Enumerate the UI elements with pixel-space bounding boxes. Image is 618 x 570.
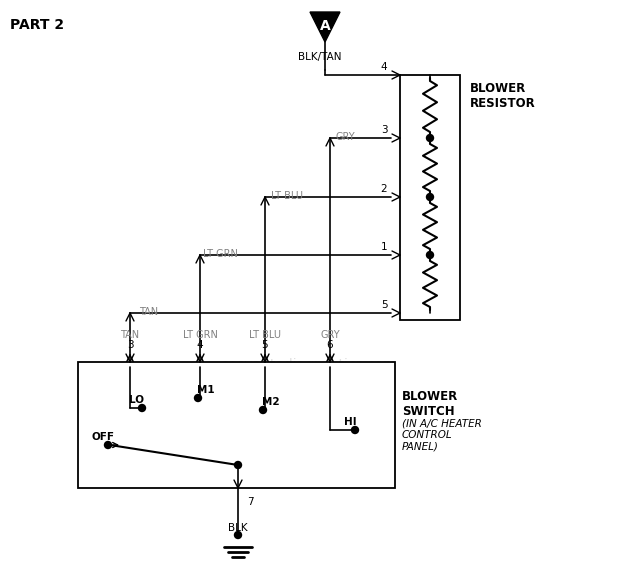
Circle shape	[195, 394, 201, 401]
Text: 3: 3	[127, 340, 133, 350]
Circle shape	[426, 135, 433, 141]
Text: OFF: OFF	[91, 432, 114, 442]
Circle shape	[352, 426, 358, 434]
Text: M1: M1	[197, 385, 215, 395]
Text: BLOWER
RESISTOR: BLOWER RESISTOR	[470, 82, 536, 110]
Circle shape	[138, 405, 145, 412]
Text: BLOWER
SWITCH: BLOWER SWITCH	[402, 390, 459, 418]
Text: TAN: TAN	[121, 330, 140, 340]
Text: LT GRN: LT GRN	[203, 249, 238, 259]
Text: 5: 5	[261, 340, 268, 350]
Bar	[78, 362, 395, 488]
Circle shape	[426, 251, 433, 259]
Text: M2: M2	[262, 397, 280, 407]
Text: (IN A/C HEATER
CONTROL
PANEL): (IN A/C HEATER CONTROL PANEL)	[402, 418, 482, 451]
Bar	[400, 75, 460, 320]
Text: PART 2: PART 2	[10, 18, 64, 32]
Circle shape	[104, 442, 111, 449]
Text: TAN: TAN	[139, 307, 158, 317]
Text: GRY: GRY	[336, 132, 355, 142]
Text: 6: 6	[327, 340, 333, 350]
Text: LT BLU: LT BLU	[271, 191, 303, 201]
Polygon shape	[310, 12, 340, 42]
Circle shape	[234, 531, 242, 539]
Text: 2: 2	[381, 184, 387, 194]
Circle shape	[426, 193, 433, 201]
Text: easyautodiagnostics.com: easyautodiagnostics.com	[221, 358, 397, 372]
Text: 1: 1	[381, 242, 387, 252]
Text: 4: 4	[197, 340, 203, 350]
Text: HI: HI	[344, 417, 357, 427]
Text: 3: 3	[381, 125, 387, 135]
Text: GRY: GRY	[320, 330, 340, 340]
Text: LT BLU: LT BLU	[249, 330, 281, 340]
Text: LO: LO	[130, 395, 145, 405]
Text: 7: 7	[247, 497, 253, 507]
Text: 4: 4	[381, 62, 387, 72]
Text: LT GRN: LT GRN	[182, 330, 218, 340]
Circle shape	[260, 406, 266, 413]
Text: 5: 5	[381, 300, 387, 310]
Text: BLK: BLK	[228, 523, 248, 533]
Circle shape	[234, 462, 242, 469]
Text: BLK/TAN: BLK/TAN	[298, 52, 342, 62]
Text: A: A	[320, 19, 331, 33]
